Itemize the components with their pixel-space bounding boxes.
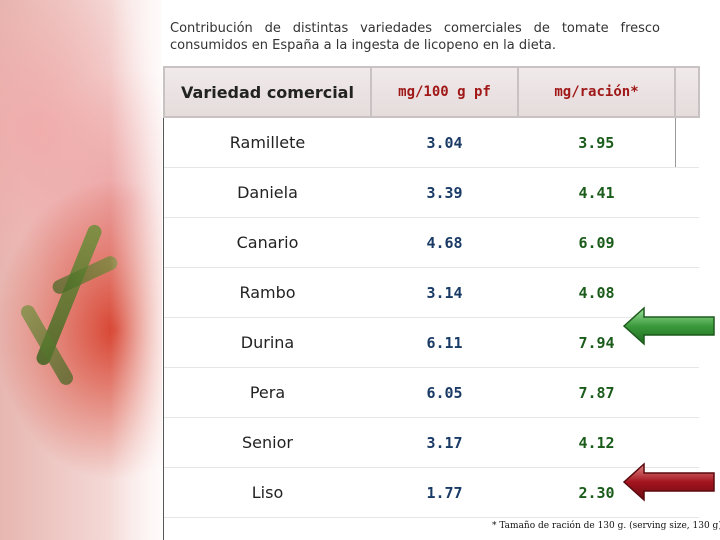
per-serving-cell: 7.87 [518, 367, 675, 418]
per100-cell: 6.05 [371, 367, 518, 418]
footnote: * Tamaño de ración de 130 g. (serving si… [492, 521, 720, 531]
side-cell [674, 117, 699, 168]
table-row: Canario 4.68 6.09 [164, 217, 699, 268]
side-cell [675, 167, 699, 218]
per100-cell: 3.39 [371, 167, 518, 218]
left-arrow-icon [622, 306, 715, 346]
variety-cell: Daniela [164, 167, 371, 218]
variety-cell: Pera [164, 367, 371, 418]
table-row: Ramillete 3.04 3.95 [164, 117, 699, 168]
table-row: Pera 6.05 7.87 [164, 367, 699, 418]
variety-cell: Durina [164, 317, 371, 368]
variety-cell: Rambo [164, 267, 371, 318]
per100-cell: 4.68 [371, 217, 518, 268]
header-variety: Variedad comercial [163, 66, 372, 118]
table-row: Daniela 3.39 4.41 [164, 167, 699, 218]
variety-cell: Ramillete [164, 117, 371, 168]
table-row: Durina 6.11 7.94 [164, 317, 699, 368]
per100-cell: 3.04 [371, 117, 518, 168]
side-cell [675, 217, 699, 268]
header-spacer [674, 66, 700, 118]
side-cell [675, 267, 699, 318]
header-mg-per-serving: mg/ración* [517, 66, 676, 118]
table-row: Rambo 3.14 4.08 [164, 267, 699, 318]
per-serving-cell: 4.12 [518, 417, 675, 468]
slide-title: Contribución de distintas variedades com… [170, 21, 660, 53]
per-serving-cell: 6.09 [518, 217, 675, 268]
per100-cell: 1.77 [371, 467, 518, 518]
side-cell [675, 417, 699, 468]
table-row: Senior 3.17 4.12 [164, 417, 699, 468]
left-arrow-icon [622, 462, 715, 502]
header-mg-per-100g: mg/100 g pf [370, 66, 519, 118]
variety-cell: Liso [164, 467, 371, 518]
per100-cell: 3.14 [371, 267, 518, 318]
table-row: Liso 1.77 2.30 [164, 467, 699, 518]
per100-cell: 6.11 [371, 317, 518, 368]
per100-cell: 3.17 [371, 417, 518, 468]
variety-cell: Canario [164, 217, 371, 268]
table-left-border [163, 66, 164, 540]
side-cell [675, 367, 699, 418]
table-header-row: Variedad comercial mg/100 g pf mg/ración… [163, 66, 700, 118]
per-serving-cell: 4.41 [518, 167, 675, 218]
per-serving-cell: 3.95 [518, 117, 675, 168]
per-serving-cell: 4.08 [518, 267, 675, 318]
lycopene-table: Variedad comercial mg/100 g pf mg/ración… [163, 66, 700, 518]
variety-cell: Senior [164, 417, 371, 468]
